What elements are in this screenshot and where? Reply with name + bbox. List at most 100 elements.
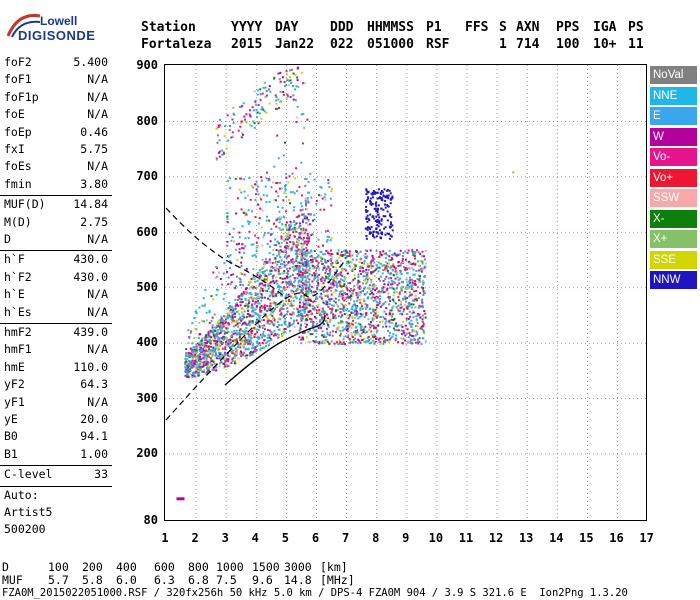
param-row: foEs N/A <box>0 159 112 176</box>
param-value: N/A <box>87 304 108 319</box>
header-value-5: RSF <box>426 37 450 52</box>
x-tick-label: 16 <box>609 531 624 545</box>
header-label-1: YYYY <box>231 20 263 35</box>
param-value: 64.3 <box>80 377 108 392</box>
param-value: 33 <box>94 467 108 482</box>
param-value: N/A <box>87 342 108 357</box>
param-value: 5.75 <box>80 142 108 156</box>
x-tick-label: 12 <box>488 531 504 545</box>
muf-value: [MHz] <box>320 573 355 587</box>
legend-item: X- <box>650 209 697 228</box>
distance-value: 100 <box>48 560 69 574</box>
param-row: yF1 N/A <box>0 395 112 412</box>
param-row: h`E N/A <box>0 287 112 304</box>
upper-dashed-curve <box>165 207 286 298</box>
param-name: h`F2 <box>4 269 32 284</box>
param-row: foF1 N/A <box>0 72 112 89</box>
param-separator <box>0 195 112 197</box>
header-value-4: 051000 <box>367 37 414 52</box>
param-row: yF2 64.3 <box>0 377 112 394</box>
param-row: h`Es N/A <box>0 305 112 322</box>
param-row: foF1p N/A <box>0 90 112 107</box>
header-value-8: 714 <box>516 37 540 52</box>
param-name: Artist5 <box>4 505 53 519</box>
param-row: foEp 0.46 <box>0 125 112 142</box>
param-name: foF1 <box>4 72 32 87</box>
param-name: h`F <box>4 252 25 267</box>
muf-value: 7.5 <box>216 573 237 587</box>
param-name: 500200 <box>4 522 46 537</box>
y-tick-label: 500 <box>136 280 158 294</box>
param-name: foF1p <box>4 89 39 104</box>
y-tick-label: 900 <box>136 58 158 72</box>
header-value-11: 11 <box>628 37 644 52</box>
param-value: 94.1 <box>80 429 108 444</box>
muf-value: 6.0 <box>116 573 137 587</box>
x-tick-label: 7 <box>341 531 350 545</box>
digisonde-logo: Lowell DIGISONDE <box>4 6 116 48</box>
param-name: yE <box>4 412 18 426</box>
legend-item: W <box>650 127 697 146</box>
header-label-8: AXN <box>516 20 540 35</box>
param-name: foE <box>4 107 25 122</box>
header-label-10: IGA <box>593 20 617 35</box>
legend-item: X+ <box>650 230 697 248</box>
param-separator <box>0 323 112 324</box>
muf-head: MUF <box>2 573 23 587</box>
muf-value: 6.8 <box>188 573 209 587</box>
param-row: foF2 5.400 <box>0 55 112 72</box>
param-value: N/A <box>87 232 108 246</box>
x-tick-label: 14 <box>549 531 564 545</box>
muf-value: 9.6 <box>252 573 273 587</box>
legend-item: NNW <box>650 271 697 289</box>
param-name: D <box>4 232 11 246</box>
param-separator <box>0 465 112 467</box>
param-name: h`Es <box>4 304 32 319</box>
distance-value: 800 <box>188 560 209 574</box>
profile-curve <box>224 314 326 386</box>
distance-value: 200 <box>82 560 103 574</box>
param-row: D N/A <box>0 232 112 249</box>
param-row: B0 94.1 <box>0 429 112 446</box>
param-row: foE N/A <box>0 107 112 124</box>
distance-value: 3000 <box>284 560 312 574</box>
param-name: Auto: <box>4 487 39 502</box>
param-value: 430.0 <box>73 269 108 284</box>
ionogram-canvas <box>165 65 646 520</box>
x-tick-label: 6 <box>311 531 320 545</box>
param-row: 500200 <box>0 522 112 539</box>
param-row: h`F2 430.0 <box>0 270 112 287</box>
param-row: M(D) 2.75 <box>0 215 112 232</box>
legend-item: NNE <box>650 86 697 105</box>
muf-value: 5.7 <box>48 573 69 587</box>
x-tick-label: 5 <box>281 531 289 545</box>
distance-value: 1500 <box>252 560 280 574</box>
param-name: foF2 <box>4 55 32 69</box>
header-label-5: P1 <box>426 20 442 35</box>
param-name: C-level <box>4 467 53 482</box>
x-tick-label: 17 <box>639 531 654 545</box>
param-value: N/A <box>87 287 108 302</box>
param-value: 1.00 <box>80 446 108 461</box>
muf-value: 5.8 <box>82 573 103 587</box>
echo-points <box>176 66 515 501</box>
param-name: B0 <box>4 429 18 444</box>
header-label-2: DAY <box>275 20 299 35</box>
param-value: 14.84 <box>73 197 108 212</box>
x-tick-label: 15 <box>579 531 594 545</box>
distance-value: 1000 <box>216 560 244 574</box>
header-label-4: HHMMSS <box>367 20 414 35</box>
param-row: yE 20.0 <box>0 412 112 429</box>
ionogram-plot <box>164 64 647 521</box>
param-value: 5.400 <box>73 55 108 69</box>
muf-value: 14.8 <box>284 573 312 587</box>
param-value: 439.0 <box>73 325 108 339</box>
legend-item: Vo- <box>650 148 697 166</box>
y-tick-label: 600 <box>136 225 158 239</box>
param-value: 0.46 <box>80 124 108 139</box>
param-value: N/A <box>87 159 108 174</box>
param-row: hmF1 N/A <box>0 342 112 359</box>
y-tick-label: 300 <box>136 391 158 405</box>
param-name: fxI <box>4 142 25 156</box>
distance-value: [km] <box>320 560 348 574</box>
